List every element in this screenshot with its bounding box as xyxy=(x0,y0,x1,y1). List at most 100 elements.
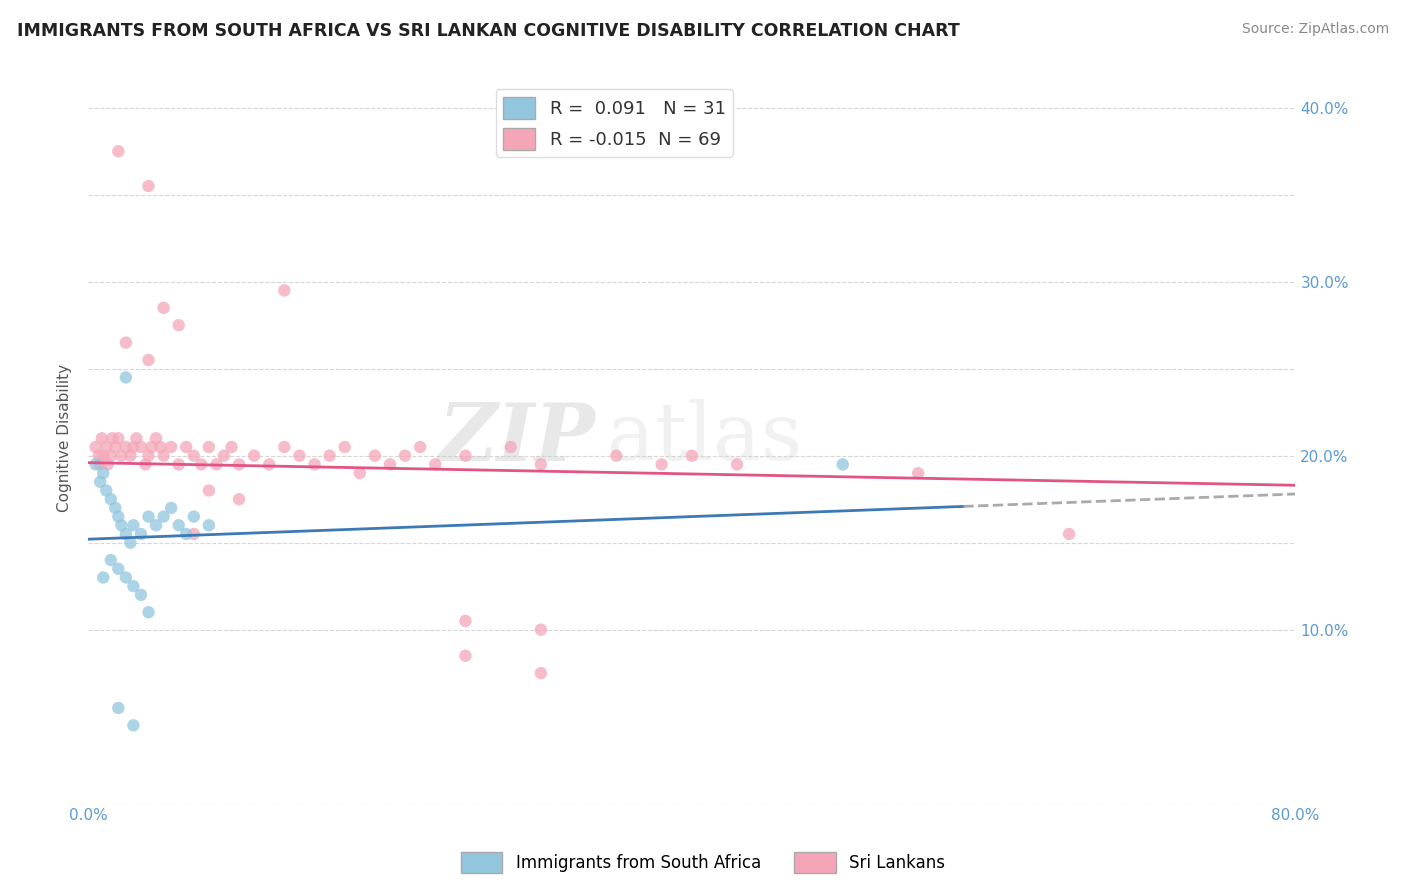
Point xyxy=(91,570,114,584)
Point xyxy=(152,509,174,524)
Text: ZIP: ZIP xyxy=(439,400,595,477)
Point xyxy=(107,562,129,576)
Point xyxy=(100,449,122,463)
Point xyxy=(115,570,138,584)
Point xyxy=(364,449,387,463)
Point xyxy=(122,440,145,454)
Point xyxy=(129,588,152,602)
Point xyxy=(174,440,197,454)
Point xyxy=(152,449,174,463)
Point xyxy=(183,449,205,463)
Point xyxy=(107,145,129,159)
Point xyxy=(681,449,703,463)
Point xyxy=(120,449,142,463)
Point xyxy=(243,449,266,463)
Text: Source: ZipAtlas.com: Source: ZipAtlas.com xyxy=(1241,22,1389,37)
Point xyxy=(115,335,138,350)
Text: atlas: atlas xyxy=(607,400,803,477)
Point xyxy=(101,431,124,445)
Point xyxy=(318,449,340,463)
Point xyxy=(167,318,190,333)
Point xyxy=(107,431,129,445)
Point xyxy=(145,518,167,533)
Point xyxy=(198,483,221,498)
Point xyxy=(425,458,447,472)
Point xyxy=(198,518,221,533)
Y-axis label: Cognitive Disability: Cognitive Disability xyxy=(58,364,72,512)
Point xyxy=(129,527,152,541)
Point xyxy=(409,440,432,454)
Point xyxy=(138,179,160,194)
Point xyxy=(605,449,627,463)
Point xyxy=(530,666,553,681)
Point xyxy=(138,353,160,368)
Point xyxy=(1057,527,1080,541)
Point xyxy=(89,458,111,472)
Point xyxy=(96,483,118,498)
Text: IMMIGRANTS FROM SOUTH AFRICA VS SRI LANKAN COGNITIVE DISABILITY CORRELATION CHAR: IMMIGRANTS FROM SOUTH AFRICA VS SRI LANK… xyxy=(17,22,960,40)
Point xyxy=(122,518,145,533)
Point xyxy=(107,509,129,524)
Point xyxy=(100,553,122,567)
Point xyxy=(349,466,371,480)
Point xyxy=(97,458,120,472)
Point xyxy=(110,518,132,533)
Point xyxy=(91,466,114,480)
Point xyxy=(149,440,172,454)
Point xyxy=(257,458,280,472)
Point xyxy=(87,449,110,463)
Point xyxy=(125,431,148,445)
Point xyxy=(183,509,205,524)
Point xyxy=(167,458,190,472)
Point xyxy=(138,449,160,463)
Point xyxy=(190,458,212,472)
Point xyxy=(104,440,127,454)
Point xyxy=(84,458,107,472)
Point xyxy=(107,701,129,715)
Point xyxy=(198,440,221,454)
Point xyxy=(160,440,183,454)
Point xyxy=(160,500,183,515)
Point xyxy=(205,458,228,472)
Point xyxy=(378,458,401,472)
Point xyxy=(212,449,235,463)
Point xyxy=(120,535,142,549)
Point xyxy=(499,440,522,454)
Point xyxy=(530,458,553,472)
Point xyxy=(651,458,673,472)
Point xyxy=(138,509,160,524)
Point xyxy=(304,458,326,472)
Point xyxy=(91,449,114,463)
Point xyxy=(273,284,295,298)
Point xyxy=(228,492,250,507)
Point xyxy=(122,579,145,593)
Point xyxy=(115,440,138,454)
Point xyxy=(122,718,145,732)
Point xyxy=(134,458,156,472)
Point xyxy=(152,301,174,315)
Point xyxy=(183,527,205,541)
Point xyxy=(115,370,138,384)
Point xyxy=(167,518,190,533)
Point xyxy=(725,458,748,472)
Point xyxy=(84,440,107,454)
Point xyxy=(110,449,132,463)
Point xyxy=(394,449,416,463)
Legend: R =  0.091   N = 31, R = -0.015  N = 69: R = 0.091 N = 31, R = -0.015 N = 69 xyxy=(495,89,733,157)
Point xyxy=(145,431,167,445)
Point xyxy=(454,449,477,463)
Point xyxy=(96,440,118,454)
Point xyxy=(221,440,243,454)
Point xyxy=(273,440,295,454)
Point xyxy=(100,492,122,507)
Point xyxy=(530,623,553,637)
Point xyxy=(90,431,112,445)
Point xyxy=(333,440,356,454)
Point xyxy=(141,440,163,454)
Point xyxy=(907,466,929,480)
Point xyxy=(115,527,138,541)
Point xyxy=(454,648,477,663)
Point xyxy=(138,605,160,619)
Point xyxy=(174,527,197,541)
Point xyxy=(129,440,152,454)
